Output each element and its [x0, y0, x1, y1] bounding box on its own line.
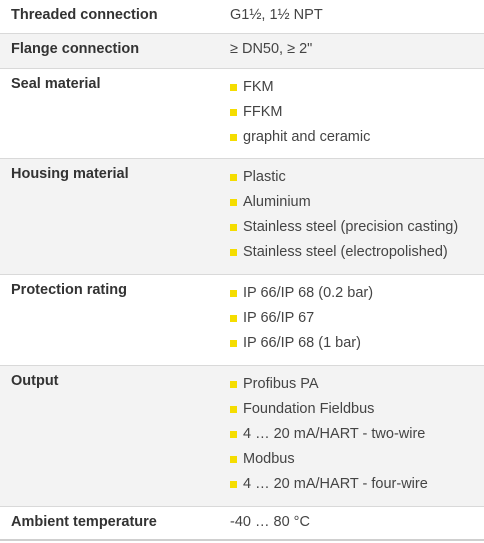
square-bullet-icon: [230, 314, 237, 322]
square-bullet-icon: [230, 198, 237, 206]
square-bullet-icon: [230, 83, 237, 91]
list-item: Foundation Fieldbus: [230, 401, 484, 426]
list-item: Profibus PA: [230, 376, 484, 401]
spec-label: Housing material: [11, 165, 129, 182]
row-protection-rating: Protection rating IP 66/IP 68 (0.2 bar) …: [0, 274, 484, 365]
list-item: FFKM: [230, 104, 484, 129]
square-bullet-icon: [230, 133, 237, 141]
list-item: IP 66/IP 68 (1 bar): [230, 335, 484, 360]
row-flange-connection: Flange connection ≥ DN50, ≥ 2": [0, 33, 484, 68]
square-bullet-icon: [230, 456, 237, 464]
square-bullet-icon: [230, 430, 237, 438]
list-item: Stainless steel (electropolished): [230, 244, 484, 269]
square-bullet-icon: [230, 108, 237, 116]
row-seal-material: Seal material FKM FFKM graphit and ceram…: [0, 68, 484, 158]
square-bullet-icon: [230, 481, 237, 489]
spec-label: Seal material: [11, 75, 101, 92]
spec-value-list: Profibus PA Foundation Fieldbus 4 … 20 m…: [219, 365, 484, 506]
square-bullet-icon: [230, 173, 237, 181]
list-item: graphit and ceramic: [230, 129, 484, 154]
square-bullet-icon: [230, 249, 237, 257]
row-housing-material: Housing material Plastic Aluminium Stain…: [0, 158, 484, 274]
square-bullet-icon: [230, 339, 237, 347]
list-item: FKM: [230, 79, 484, 104]
list-item: IP 66/IP 67: [230, 310, 484, 335]
square-bullet-icon: [230, 223, 237, 231]
list-item: Modbus: [230, 451, 484, 476]
list-item: 4 … 20 mA/HART - two-wire: [230, 426, 484, 451]
square-bullet-icon: [230, 380, 237, 388]
list-item: IP 66/IP 68 (0.2 bar): [230, 285, 484, 310]
list-item: 4 … 20 mA/HART - four-wire: [230, 476, 484, 501]
spec-label: Output: [11, 372, 59, 389]
row-threaded-connection: Threaded connection G1½, 1½ NPT: [0, 0, 484, 33]
list-item: Stainless steel (precision casting): [230, 219, 484, 244]
spec-label: Threaded connection: [11, 7, 158, 23]
spec-label: Ambient temperature: [11, 513, 157, 530]
spec-value-list: Plastic Aluminium Stainless steel (preci…: [219, 158, 484, 274]
spec-value: ≥ DN50, ≥ 2": [230, 40, 313, 57]
spec-value: G1½, 1½ NPT: [230, 7, 323, 23]
square-bullet-icon: [230, 405, 237, 413]
spec-label: Flange connection: [11, 40, 140, 57]
list-item: Plastic: [230, 169, 484, 194]
square-bullet-icon: [230, 289, 237, 297]
spec-label: Protection rating: [11, 281, 128, 298]
row-ambient-temperature: Ambient temperature -40 … 80 °C: [0, 506, 484, 540]
list-item: Aluminium: [230, 194, 484, 219]
spec-value-list: IP 66/IP 68 (0.2 bar) IP 66/IP 67 IP 66/…: [219, 274, 484, 365]
spec-value: -40 … 80 °C: [230, 513, 310, 530]
row-output: Output Profibus PA Foundation Fieldbus 4…: [0, 365, 484, 506]
spec-value-list: FKM FFKM graphit and ceramic: [219, 68, 484, 158]
